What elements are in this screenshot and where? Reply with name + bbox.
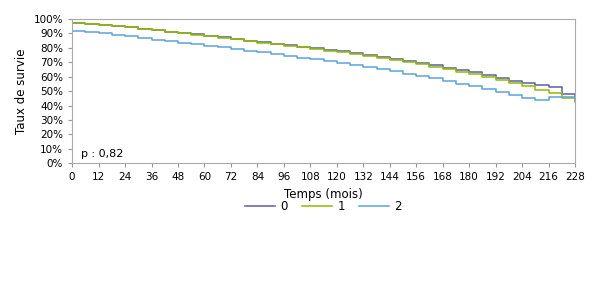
Line: 0: 0 xyxy=(72,23,575,98)
2 xyxy=(571,98,578,102)
1 xyxy=(241,39,248,43)
2 xyxy=(68,29,76,32)
1 xyxy=(175,30,182,33)
Line: 1: 1 xyxy=(72,23,575,102)
1 xyxy=(293,44,301,48)
0 xyxy=(346,51,353,55)
0 xyxy=(241,39,248,42)
1 xyxy=(241,38,248,41)
0 xyxy=(68,21,76,25)
2 xyxy=(293,54,301,58)
0 xyxy=(571,96,578,100)
2 xyxy=(175,39,182,43)
Text: p : 0,82: p : 0,82 xyxy=(81,149,123,159)
1 xyxy=(346,52,353,56)
2 xyxy=(241,47,248,51)
0 xyxy=(293,43,301,47)
0 xyxy=(280,42,287,45)
1 xyxy=(280,42,287,46)
2 xyxy=(346,63,353,67)
1 xyxy=(571,100,578,103)
2 xyxy=(280,52,287,56)
Y-axis label: Taux de survie: Taux de survie xyxy=(15,48,28,134)
0 xyxy=(241,37,248,41)
X-axis label: Temps (mois): Temps (mois) xyxy=(284,188,363,201)
Line: 2: 2 xyxy=(72,30,575,100)
Legend: 0, 1, 2: 0, 1, 2 xyxy=(241,196,407,218)
1 xyxy=(68,21,76,25)
2 xyxy=(532,98,539,102)
0 xyxy=(175,30,182,33)
2 xyxy=(241,49,248,53)
